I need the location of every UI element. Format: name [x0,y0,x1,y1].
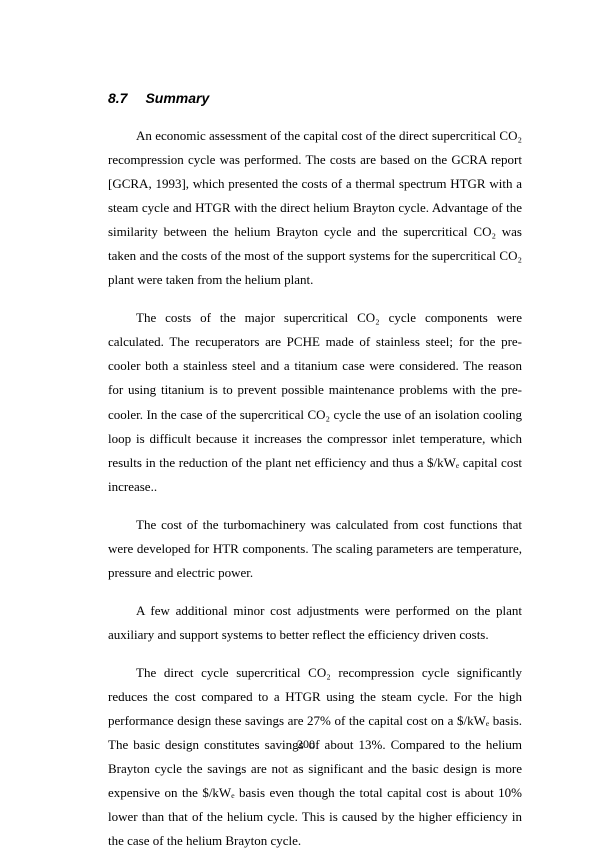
section-heading: 8.7 Summary [108,90,522,106]
paragraph-1: An economic assessment of the capital co… [108,124,522,292]
paragraph-4: A few additional minor cost adjustments … [108,599,522,647]
paragraph-5: The direct cycle supercritical CO₂ recom… [108,661,522,853]
page-number: 200 [0,737,612,752]
page: 8.7 Summary An economic assessment of the… [0,0,612,792]
paragraph-3: The cost of the turbomachinery was calcu… [108,513,522,585]
section-number: 8.7 [108,90,127,106]
paragraph-2: The costs of the major supercritical CO₂… [108,306,522,498]
section-title: Summary [145,90,209,106]
